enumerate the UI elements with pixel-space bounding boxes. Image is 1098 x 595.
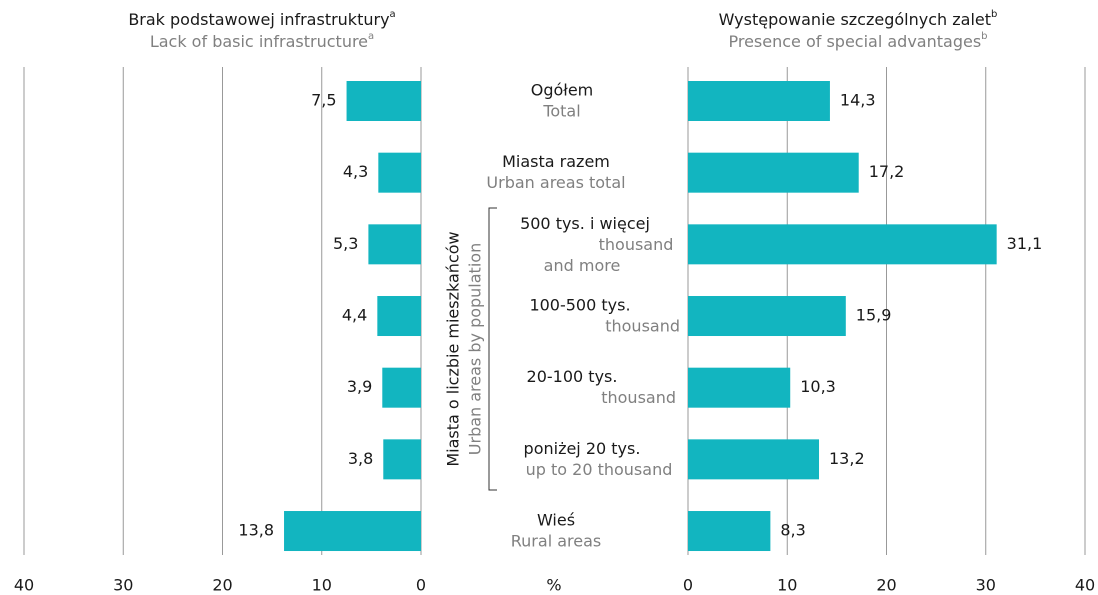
subtitle-note: b <box>981 31 987 42</box>
x-tick-label: 40 <box>14 576 34 595</box>
value-label: 14,3 <box>840 91 876 110</box>
value-label: 7,5 <box>311 91 336 110</box>
value-label: 17,2 <box>869 162 905 181</box>
bar <box>688 367 791 408</box>
bar <box>688 224 997 265</box>
x-tick-label: 20 <box>876 576 896 595</box>
x-tick-label: 30 <box>113 576 133 595</box>
category-label: poniżej 20 tys. <box>524 439 641 458</box>
subtitle-text: Lack of basic infrastructure <box>150 32 368 51</box>
value-label: 15,9 <box>856 306 892 325</box>
category-label: Miasta razem <box>502 152 610 171</box>
title-note: a <box>390 9 396 20</box>
x-tick-label: 0 <box>416 576 426 595</box>
category-label-en: up to 20 thousand <box>526 460 673 479</box>
bar <box>368 224 421 265</box>
x-tick-label: 10 <box>312 576 332 595</box>
bar <box>378 152 421 193</box>
unit-label: % <box>546 576 561 595</box>
category-label-en: thousand <box>601 388 676 407</box>
value-label: 13,8 <box>238 521 274 540</box>
chart-subtitle: Lack of basic infrastructurea <box>150 31 374 51</box>
value-label: 5,3 <box>333 234 358 253</box>
x-tick-label: 0 <box>683 576 693 595</box>
title-note: b <box>991 9 997 20</box>
subtitle-text: Presence of special advantages <box>728 32 981 51</box>
subtitle-note: a <box>368 31 374 42</box>
bar <box>688 152 859 193</box>
category-label-en: Urban areas total <box>486 173 625 192</box>
x-tick-label: 30 <box>976 576 996 595</box>
category-label: Wieś <box>537 511 575 530</box>
bar <box>688 296 846 337</box>
title-text: Brak podstawowej infrastruktury <box>128 10 389 29</box>
category-label-en: Total <box>542 102 580 121</box>
category-label-en: thousand <box>599 235 674 254</box>
value-label: 3,8 <box>348 449 373 468</box>
group-label-en: Urban areas by population <box>466 243 485 455</box>
category-label-en: Rural areas <box>511 532 601 551</box>
bar <box>284 511 421 552</box>
bar <box>377 296 421 337</box>
chart-title: Występowanie szczególnych zaletb <box>719 9 998 29</box>
value-label: 13,2 <box>829 449 865 468</box>
category-label: 100-500 tys. <box>529 296 630 315</box>
category-label: 20-100 tys. <box>527 367 618 386</box>
x-tick-label: 40 <box>1075 576 1095 595</box>
x-tick-label: 10 <box>777 576 797 595</box>
title-text: Występowanie szczególnych zalet <box>719 10 991 29</box>
category-label: 500 tys. i więcej <box>520 214 650 233</box>
category-label-en: thousand <box>605 317 680 336</box>
category-label: Ogółem <box>531 81 594 100</box>
bar <box>688 81 830 121</box>
group-bracket <box>488 207 497 491</box>
bar <box>382 367 421 408</box>
chart-title: Brak podstawowej infrastrukturya <box>128 9 395 29</box>
value-label: 4,4 <box>342 306 367 325</box>
value-label: 10,3 <box>800 377 836 396</box>
group-label: Miasta o liczbie mieszkańców <box>444 231 463 466</box>
value-label: 3,9 <box>347 377 372 396</box>
value-label: 8,3 <box>780 521 805 540</box>
bar <box>346 81 421 121</box>
x-tick-label: 20 <box>212 576 232 595</box>
value-label: 4,3 <box>343 162 368 181</box>
bar <box>688 511 771 552</box>
category-label-en: and more <box>544 256 621 275</box>
bar <box>688 439 820 480</box>
chart-subtitle: Presence of special advantagesb <box>728 31 987 51</box>
bar <box>383 439 421 480</box>
value-label: 31,1 <box>1007 234 1043 253</box>
bracket <box>488 207 497 491</box>
